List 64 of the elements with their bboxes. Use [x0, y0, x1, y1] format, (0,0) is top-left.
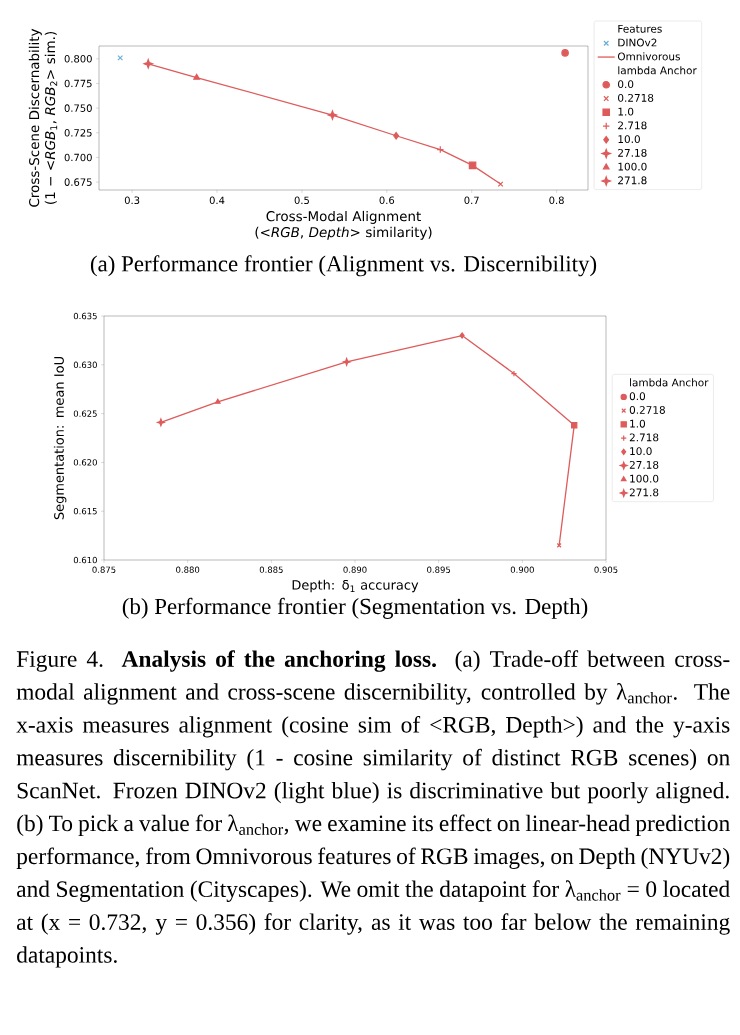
point	[468, 161, 477, 170]
y-tick-label: 0.675	[64, 178, 92, 186]
y-tick-label: 0.750	[64, 104, 92, 112]
text: lambda Anchor	[630, 378, 709, 387]
legend-label: 271.8	[629, 488, 659, 497]
point	[193, 73, 200, 80]
legend-label: 1.0	[630, 419, 646, 428]
point	[459, 332, 465, 339]
text: (b) Performance frontier (Segmentation vs. Depth)	[122, 597, 588, 619]
x-tick-label: 0.895	[427, 566, 451, 573]
y-tick-label: 0.615	[73, 508, 97, 515]
text: Figure 4. Analysis of the anchoring loss. (a) Trade-off between cross-modal alignment and cross-scene discernibility, controlled by λ$_{anchor}$. The x-axis measures alignment (cosine sim of <RGB, Depth>) and the y-axis measures discernibility (1 - cosine similarity of distinct RGB scenes) on ScanNet. Frozen DINOv2 (light blue) is discriminative but poorly aligned. (b) To pick a value for λ$_{anchor}$, we examine its effect on linear-head prediction performance, from Omnivorous features of RGB images, on Depth (NYUv2) and Segmentation (Cityscapes). We omit the datapoint for λ$_{anchor}$ = 0 located at (x = 0.732, y = 0.356) for clarity, as it was too far below the remaining datapoints.	[16, 650, 730, 968]
y-tick-label: 0.630	[73, 361, 97, 369]
text: (a) Performance frontier (Alignment vs. Discernibility)	[90, 255, 597, 277]
x-tick-label: 0.3	[124, 196, 140, 205]
y-tick-label: 0.635	[73, 312, 97, 320]
y-tick-label: 0.610	[73, 556, 97, 564]
legend-label: 100.0	[618, 162, 647, 171]
legend-label: DINOv2	[618, 38, 657, 47]
legend-label: 10.0	[618, 135, 640, 144]
x-tick-label: 0.4	[209, 196, 225, 205]
point	[214, 398, 221, 404]
legend-label: 27.18	[618, 148, 647, 157]
y-tick-label: 0.620	[73, 459, 97, 466]
point	[561, 49, 569, 57]
legend-label: 0.0	[629, 392, 646, 401]
x-axis-title: Cross-Modal Alignment (<RGB, Depth> similarity)	[255, 210, 432, 240]
x-tick-label: 0.905	[594, 566, 618, 573]
x-tick-label: 0.885	[259, 566, 283, 573]
legend-label: 271.8	[618, 176, 647, 185]
legend-label: 27.18	[629, 460, 659, 469]
point	[393, 131, 400, 140]
x-tick-label: 0.890	[343, 566, 367, 573]
legend-label: 0.2718	[618, 93, 654, 102]
y-tick-label: 0.625	[73, 410, 97, 417]
x-tick-label: 0.880	[176, 566, 200, 573]
y-tick-label: 0.775	[64, 79, 92, 88]
legend-label: 2.718	[629, 433, 659, 442]
point	[342, 357, 351, 366]
point	[143, 58, 153, 69]
legend-label: 0.2718	[629, 405, 665, 414]
x-tick-label: 0.875	[92, 566, 116, 573]
x-tick-label: 0.8	[549, 196, 564, 205]
point	[510, 370, 518, 377]
x-axis-title: Depth: δ$_{1}$ accuracy	[292, 579, 419, 593]
legend-label: 100.0	[630, 474, 659, 483]
legend-label: 10.0	[630, 447, 652, 456]
y-tick-label: 0.800	[64, 55, 92, 63]
point	[327, 110, 338, 120]
x-tick-label: 0.6	[379, 196, 395, 205]
legend-label: Omnivorous	[617, 52, 680, 61]
point	[156, 418, 165, 427]
x-tick-label: 0.7	[464, 196, 479, 205]
text: Features	[618, 24, 662, 33]
y-tick-label: 0.725	[64, 129, 92, 137]
legend-label: 0.0	[618, 80, 634, 89]
x-tick-label: 0.5	[294, 196, 309, 205]
legend-label: 2.718	[618, 121, 647, 130]
y-axis-title: Segmentation: mean IoU	[53, 357, 67, 520]
point	[571, 422, 578, 429]
y-tick-label: 0.700	[64, 153, 92, 162]
x-tick-label: 0.900	[510, 566, 534, 573]
legend-label: 1.0	[618, 107, 634, 116]
text: lambda Anchor	[618, 66, 697, 75]
